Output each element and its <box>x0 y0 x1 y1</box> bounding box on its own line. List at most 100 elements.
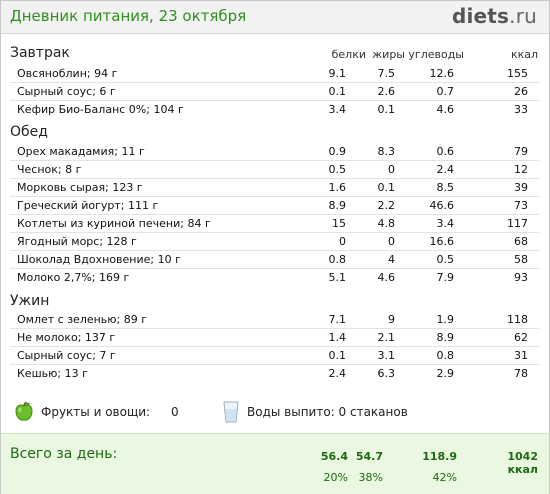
food-name: Греческий йогурт; 111 г <box>17 199 159 212</box>
header-bar: Дневник питания, 23 октября diets.ru <box>1 1 549 34</box>
logo-main: diets <box>451 4 510 28</box>
water-glass-icon <box>223 401 239 423</box>
food-kcal: 33 <box>514 103 528 116</box>
column-header-carbs: углеводы <box>408 48 464 61</box>
total-kcal: 1042 ккал <box>507 450 538 476</box>
total-fat: 54.7 <box>355 450 383 463</box>
food-row[interactable]: Не молоко; 137 г 1.4 2.1 8.9 62 <box>10 329 540 347</box>
food-kcal: 26 <box>514 85 528 98</box>
food-name: Ягодный морс; 128 г <box>17 235 137 248</box>
food-protein: 0.1 <box>328 349 347 362</box>
total-label: Всего за день: <box>10 446 118 462</box>
food-carbs: 16.6 <box>429 235 455 248</box>
total-protein: 56.4 <box>320 450 348 463</box>
food-carbs: 0.5 <box>436 253 455 266</box>
column-header-protein: белки <box>331 48 366 61</box>
food-row[interactable]: Чеснок; 8 г 0.5 0 2.4 12 <box>10 161 540 179</box>
food-fat: 2.6 <box>377 85 396 98</box>
food-carbs: 0.6 <box>436 145 455 158</box>
food-carbs: 12.6 <box>429 67 455 80</box>
food-name: Не молоко; 137 г <box>17 331 116 344</box>
food-name: Омлет с зеленью; 89 г <box>17 313 148 326</box>
food-carbs: 4.6 <box>436 103 455 116</box>
food-protein: 9.1 <box>328 67 347 80</box>
food-kcal: 62 <box>514 331 528 344</box>
food-fat: 0 <box>388 235 395 248</box>
daily-total: Всего за день: 56.4 54.7 118.9 1042 ккал… <box>1 433 549 494</box>
food-name: Овсяноблин; 94 г <box>17 67 118 80</box>
food-fat: 0 <box>388 163 395 176</box>
food-name: Котлеты из куриной печени; 84 г <box>17 217 211 230</box>
food-protein: 0 <box>339 235 346 248</box>
meal-title: Ужин <box>10 293 50 309</box>
meal-title: Обед <box>10 124 48 140</box>
meal-title: Завтрак <box>10 45 70 61</box>
food-fat: 0.1 <box>377 103 396 116</box>
food-row[interactable]: Сырный соус; 7 г 0.1 3.1 0.8 31 <box>10 347 540 365</box>
food-kcal: 39 <box>514 181 528 194</box>
food-protein: 15 <box>332 217 346 230</box>
total-carbs: 118.9 <box>422 450 457 463</box>
food-protein: 0.5 <box>328 163 347 176</box>
food-name: Кешью; 13 г <box>17 367 88 380</box>
food-kcal: 155 <box>507 67 528 80</box>
food-carbs: 8.5 <box>436 181 455 194</box>
food-protein: 0.8 <box>328 253 347 266</box>
food-kcal: 118 <box>507 313 528 326</box>
food-row[interactable]: Шоколад Вдохновение; 10 г 0.8 4 0.5 58 <box>10 251 540 269</box>
food-fat: 8.3 <box>377 145 396 158</box>
food-kcal: 73 <box>514 199 528 212</box>
food-name: Орех макадамия; 11 г <box>17 145 145 158</box>
food-kcal: 12 <box>514 163 528 176</box>
fruits-label: Фрукты и овощи: <box>41 405 151 419</box>
food-protein: 0.1 <box>328 85 347 98</box>
food-protein: 1.6 <box>328 181 347 194</box>
food-carbs: 7.9 <box>436 271 455 284</box>
food-carbs: 1.9 <box>436 313 455 326</box>
food-carbs: 2.4 <box>436 163 455 176</box>
food-row[interactable]: Кешью; 13 г 2.4 6.3 2.9 78 <box>10 365 540 383</box>
extras-row: Фрукты и овощи: 0 Воды выпито: 0 стакано… <box>13 401 533 425</box>
food-kcal: 93 <box>514 271 528 284</box>
food-kcal: 68 <box>514 235 528 248</box>
food-protein: 8.9 <box>328 199 347 212</box>
food-name: Чеснок; 8 г <box>17 163 82 176</box>
fat-percent: 38% <box>358 471 383 484</box>
food-name: Кефир Био-Баланс 0%; 104 г <box>17 103 184 116</box>
fruits-value: 0 <box>171 405 179 419</box>
food-fat: 2.2 <box>377 199 396 212</box>
food-protein: 5.1 <box>328 271 347 284</box>
food-fat: 3.1 <box>377 349 396 362</box>
column-header-fat: жиры <box>372 48 405 61</box>
food-row[interactable]: Сырный соус; 6 г 0.1 2.6 0.7 26 <box>10 83 540 101</box>
food-protein: 2.4 <box>328 367 347 380</box>
food-fat: 7.5 <box>377 67 396 80</box>
food-row[interactable]: Кефир Био-Баланс 0%; 104 г 3.4 0.1 4.6 33 <box>10 101 540 119</box>
protein-percent: 20% <box>323 471 348 484</box>
food-row[interactable]: Омлет с зеленью; 89 г 7.1 9 1.9 118 <box>10 311 540 329</box>
food-kcal: 79 <box>514 145 528 158</box>
green-apple-icon <box>15 401 33 421</box>
food-fat: 4.8 <box>377 217 396 230</box>
food-row[interactable]: Ягодный морс; 128 г 0 0 16.6 68 <box>10 233 540 251</box>
site-logo[interactable]: diets.ru <box>452 4 537 28</box>
food-carbs: 2.9 <box>436 367 455 380</box>
food-carbs: 8.9 <box>436 331 455 344</box>
food-fat: 2.1 <box>377 331 396 344</box>
food-carbs: 3.4 <box>436 217 455 230</box>
water-label: Воды выпито: 0 стаканов <box>247 405 408 419</box>
food-row[interactable]: Морковь сырая; 123 г 1.6 0.1 8.5 39 <box>10 179 540 197</box>
carbs-percent: 42% <box>432 471 457 484</box>
food-fat: 6.3 <box>377 367 396 380</box>
food-name: Сырный соус; 6 г <box>17 85 116 98</box>
page-title: Дневник питания, 23 октября <box>10 7 247 25</box>
food-fat: 4.6 <box>377 271 396 284</box>
food-row[interactable]: Овсяноблин; 94 г 9.1 7.5 12.6 155 <box>10 65 540 83</box>
food-protein: 1.4 <box>328 331 347 344</box>
food-row[interactable]: Молоко 2,7%; 169 г 5.1 4.6 7.9 93 <box>10 269 540 287</box>
food-row[interactable]: Орех макадамия; 11 г 0.9 8.3 0.6 79 <box>10 143 540 161</box>
food-row[interactable]: Греческий йогурт; 111 г 8.9 2.2 46.6 73 <box>10 197 540 215</box>
food-kcal: 117 <box>507 217 528 230</box>
food-row[interactable]: Котлеты из куриной печени; 84 г 15 4.8 3.4 1… <box>10 215 540 233</box>
